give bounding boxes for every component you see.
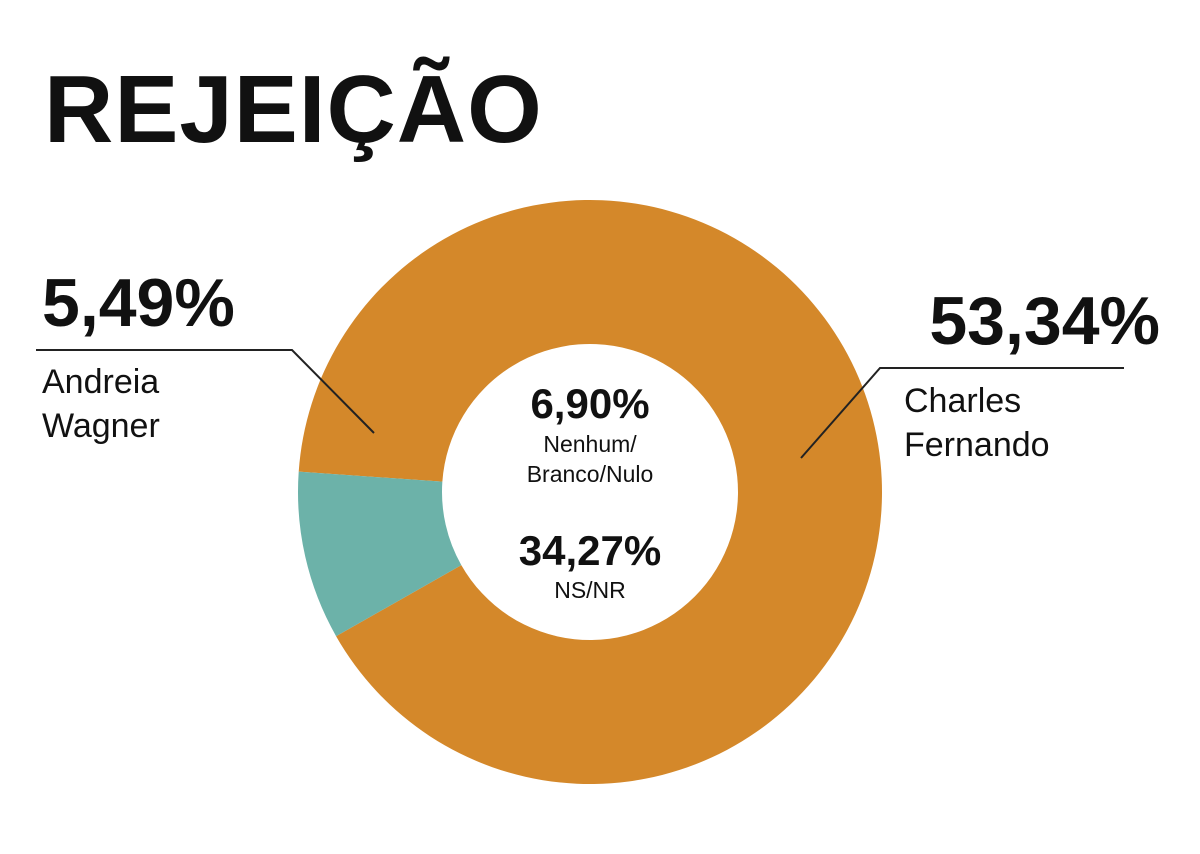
name-label-andreia-wagner-line1: Andreia xyxy=(42,363,159,401)
center-label-ns-nr: NS/NR xyxy=(554,577,626,603)
name-label-andreia-wagner-line2: Wagner xyxy=(42,407,160,445)
chart-title: REJEIÇÃO xyxy=(44,56,543,163)
leader-line-charles-fernando xyxy=(800,367,1124,459)
center-value-nenhum-branco-nulo: 6,90% xyxy=(530,380,649,427)
center-value-ns-nr: 34,27% xyxy=(519,527,661,574)
donut-slice-charles-fernando xyxy=(298,200,882,785)
center-label-nenhum-line1: Nenhum/ xyxy=(543,431,637,457)
center-label-nenhum-line2: Branco/Nulo xyxy=(527,461,654,487)
value-label-charles-fernando: 53,34% xyxy=(929,283,1160,359)
value-label-andreia-wagner: 5,49% xyxy=(42,265,235,341)
donut-slice-andreia-wagner xyxy=(298,471,462,637)
name-label-charles-fernando-line2: Fernando xyxy=(904,426,1050,464)
name-label-charles-fernando-line1: Charles xyxy=(904,382,1021,420)
leader-line-andreia-wagner xyxy=(36,349,375,434)
